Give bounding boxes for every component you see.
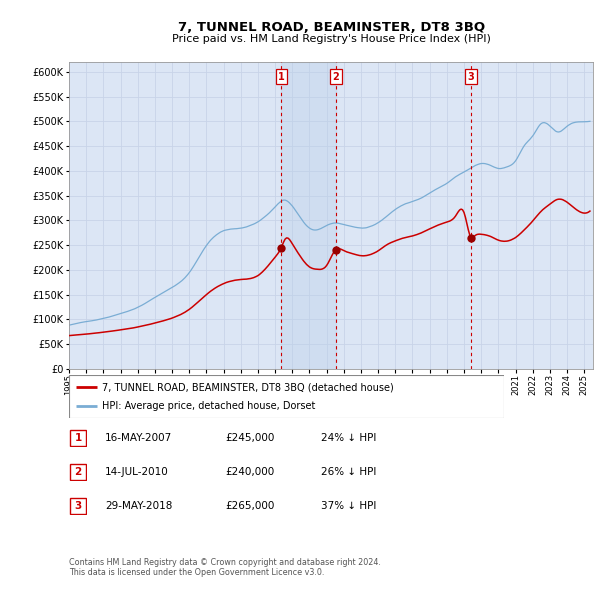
- Text: 1: 1: [278, 72, 285, 82]
- Text: 37% ↓ HPI: 37% ↓ HPI: [321, 502, 376, 511]
- Text: Contains HM Land Registry data © Crown copyright and database right 2024.
This d: Contains HM Land Registry data © Crown c…: [69, 558, 381, 577]
- Text: 29-MAY-2018: 29-MAY-2018: [105, 502, 172, 511]
- Text: 7, TUNNEL ROAD, BEAMINSTER, DT8 3BQ (detached house): 7, TUNNEL ROAD, BEAMINSTER, DT8 3BQ (det…: [101, 382, 394, 392]
- Text: 2: 2: [74, 467, 82, 477]
- Text: 26% ↓ HPI: 26% ↓ HPI: [321, 467, 376, 477]
- Text: Price paid vs. HM Land Registry's House Price Index (HPI): Price paid vs. HM Land Registry's House …: [172, 34, 491, 44]
- Text: £245,000: £245,000: [225, 433, 274, 442]
- Text: 14-JUL-2010: 14-JUL-2010: [105, 467, 169, 477]
- Text: 3: 3: [74, 502, 82, 511]
- Text: 7, TUNNEL ROAD, BEAMINSTER, DT8 3BQ: 7, TUNNEL ROAD, BEAMINSTER, DT8 3BQ: [178, 21, 485, 34]
- Text: HPI: Average price, detached house, Dorset: HPI: Average price, detached house, Dors…: [101, 401, 315, 411]
- Text: 2: 2: [332, 72, 339, 82]
- Text: 16-MAY-2007: 16-MAY-2007: [105, 433, 172, 442]
- Text: 1: 1: [74, 433, 82, 442]
- Text: £265,000: £265,000: [225, 502, 274, 511]
- Text: 3: 3: [467, 72, 475, 82]
- Text: £240,000: £240,000: [225, 467, 274, 477]
- Bar: [281, 62, 336, 369]
- Text: 24% ↓ HPI: 24% ↓ HPI: [321, 433, 376, 442]
